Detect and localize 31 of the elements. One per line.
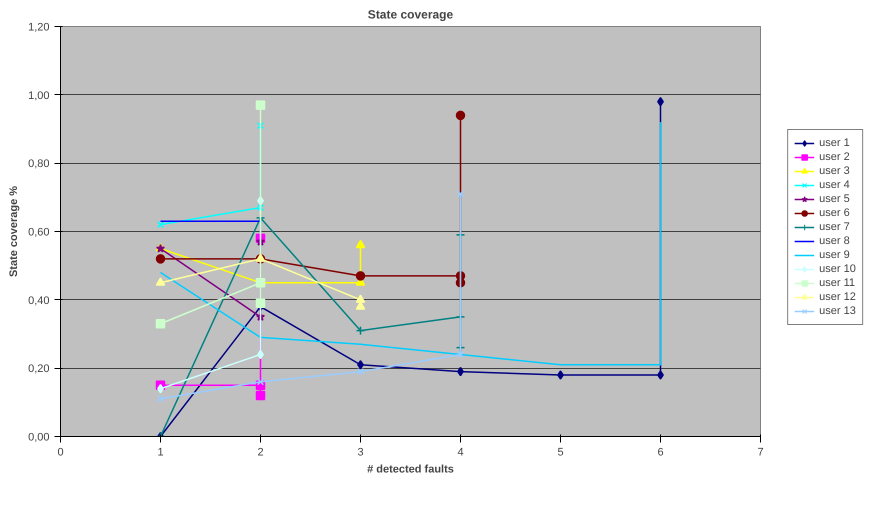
y-axis-title: State coverage % bbox=[8, 186, 20, 278]
y-tick-label: 0,80 bbox=[28, 158, 50, 170]
legend-label: user 4 bbox=[819, 178, 850, 192]
legend-label: user 13 bbox=[819, 304, 856, 318]
y-tick-label: 0,40 bbox=[28, 294, 50, 307]
x-tick-label: 5 bbox=[557, 446, 564, 458]
x-axis-title: # detected faults bbox=[367, 464, 454, 476]
legend-label: user 11 bbox=[819, 276, 856, 290]
x-tick-label: 6 bbox=[657, 446, 664, 458]
legend-label: user 8 bbox=[819, 234, 850, 248]
y-tick-label: 1,00 bbox=[28, 90, 50, 102]
y-tick-label: 0,20 bbox=[28, 363, 50, 376]
legend-label: user 12 bbox=[819, 290, 856, 304]
legend-label: user 9 bbox=[819, 248, 850, 262]
legend-label: user 6 bbox=[819, 206, 850, 220]
y-tick-label: 0,60 bbox=[28, 226, 50, 238]
y-tick-label: 1,20 bbox=[28, 22, 50, 34]
legend-label: user 10 bbox=[819, 262, 856, 276]
y-tick-label: 0,00 bbox=[28, 432, 50, 444]
x-tick-label: 3 bbox=[357, 446, 364, 458]
x-tick-label: 1 bbox=[157, 446, 164, 458]
legend-label: user 5 bbox=[819, 192, 850, 206]
legend-label: user 2 bbox=[819, 150, 850, 164]
legend-label: user 7 bbox=[819, 220, 850, 234]
x-tick-label: 7 bbox=[757, 446, 764, 458]
legend-label: user 1 bbox=[819, 136, 850, 150]
legend-label: user 3 bbox=[819, 164, 850, 178]
chart-title: State coverage bbox=[368, 8, 454, 22]
x-tick-label: 0 bbox=[57, 446, 64, 458]
x-tick-label: 2 bbox=[257, 446, 264, 458]
x-tick-label: 4 bbox=[457, 446, 464, 458]
